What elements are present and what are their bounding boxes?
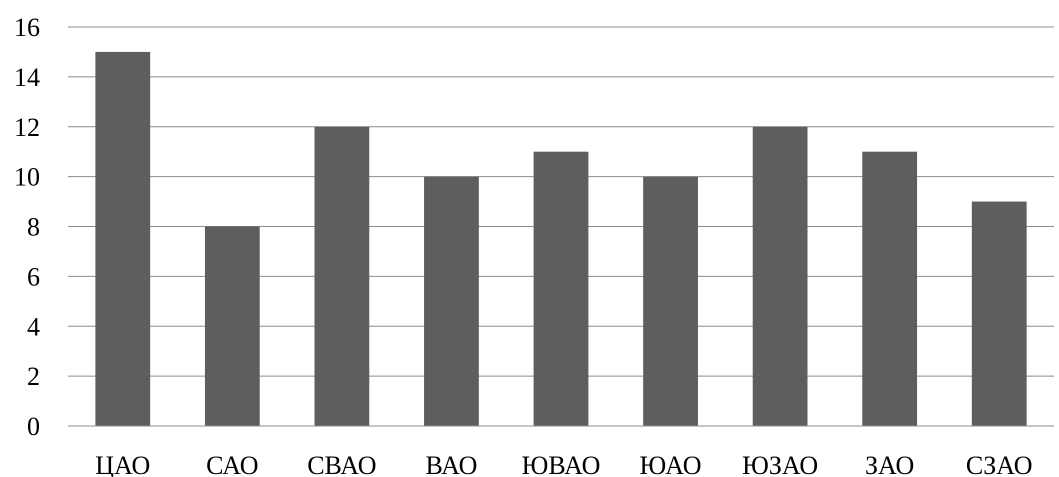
y-tick-label: 12 bbox=[14, 113, 40, 142]
x-category-label: ВАО bbox=[425, 451, 477, 477]
bar bbox=[862, 151, 918, 426]
bar bbox=[533, 151, 589, 426]
x-axis-labels: ЦАО САО СВАО ВАО ЮВАО ЮАО ЮЗАО ЗАО СЗАО bbox=[95, 451, 1032, 477]
bar bbox=[971, 201, 1027, 426]
bars bbox=[95, 51, 1027, 426]
x-category-label: СЗАО bbox=[966, 451, 1033, 477]
x-category-label: СВАО bbox=[307, 451, 376, 477]
bar bbox=[314, 126, 370, 426]
y-tick-label: 14 bbox=[14, 63, 40, 92]
y-tick-label: 6 bbox=[27, 262, 40, 291]
bar bbox=[204, 226, 260, 426]
bar bbox=[95, 51, 151, 426]
y-tick-label: 10 bbox=[14, 163, 40, 192]
bar bbox=[424, 176, 479, 426]
y-tick-label: 16 bbox=[14, 13, 40, 42]
x-category-label: ЮЗАО bbox=[742, 451, 818, 477]
y-tick-label: 8 bbox=[27, 213, 40, 242]
y-tick-label: 4 bbox=[27, 312, 40, 341]
x-category-label: ЦАО bbox=[95, 451, 150, 477]
y-axis-ticks: 0 2 4 6 8 10 12 14 16 bbox=[14, 13, 40, 441]
y-tick-label: 2 bbox=[27, 362, 40, 391]
x-category-label: ЮАО bbox=[640, 451, 702, 477]
y-tick-label: 0 bbox=[27, 412, 40, 441]
x-category-label: САО bbox=[206, 451, 258, 477]
bar bbox=[752, 126, 808, 426]
x-category-label: ЮВАО bbox=[522, 451, 601, 477]
x-category-label: ЗАО bbox=[865, 451, 914, 477]
bar bbox=[643, 176, 698, 426]
